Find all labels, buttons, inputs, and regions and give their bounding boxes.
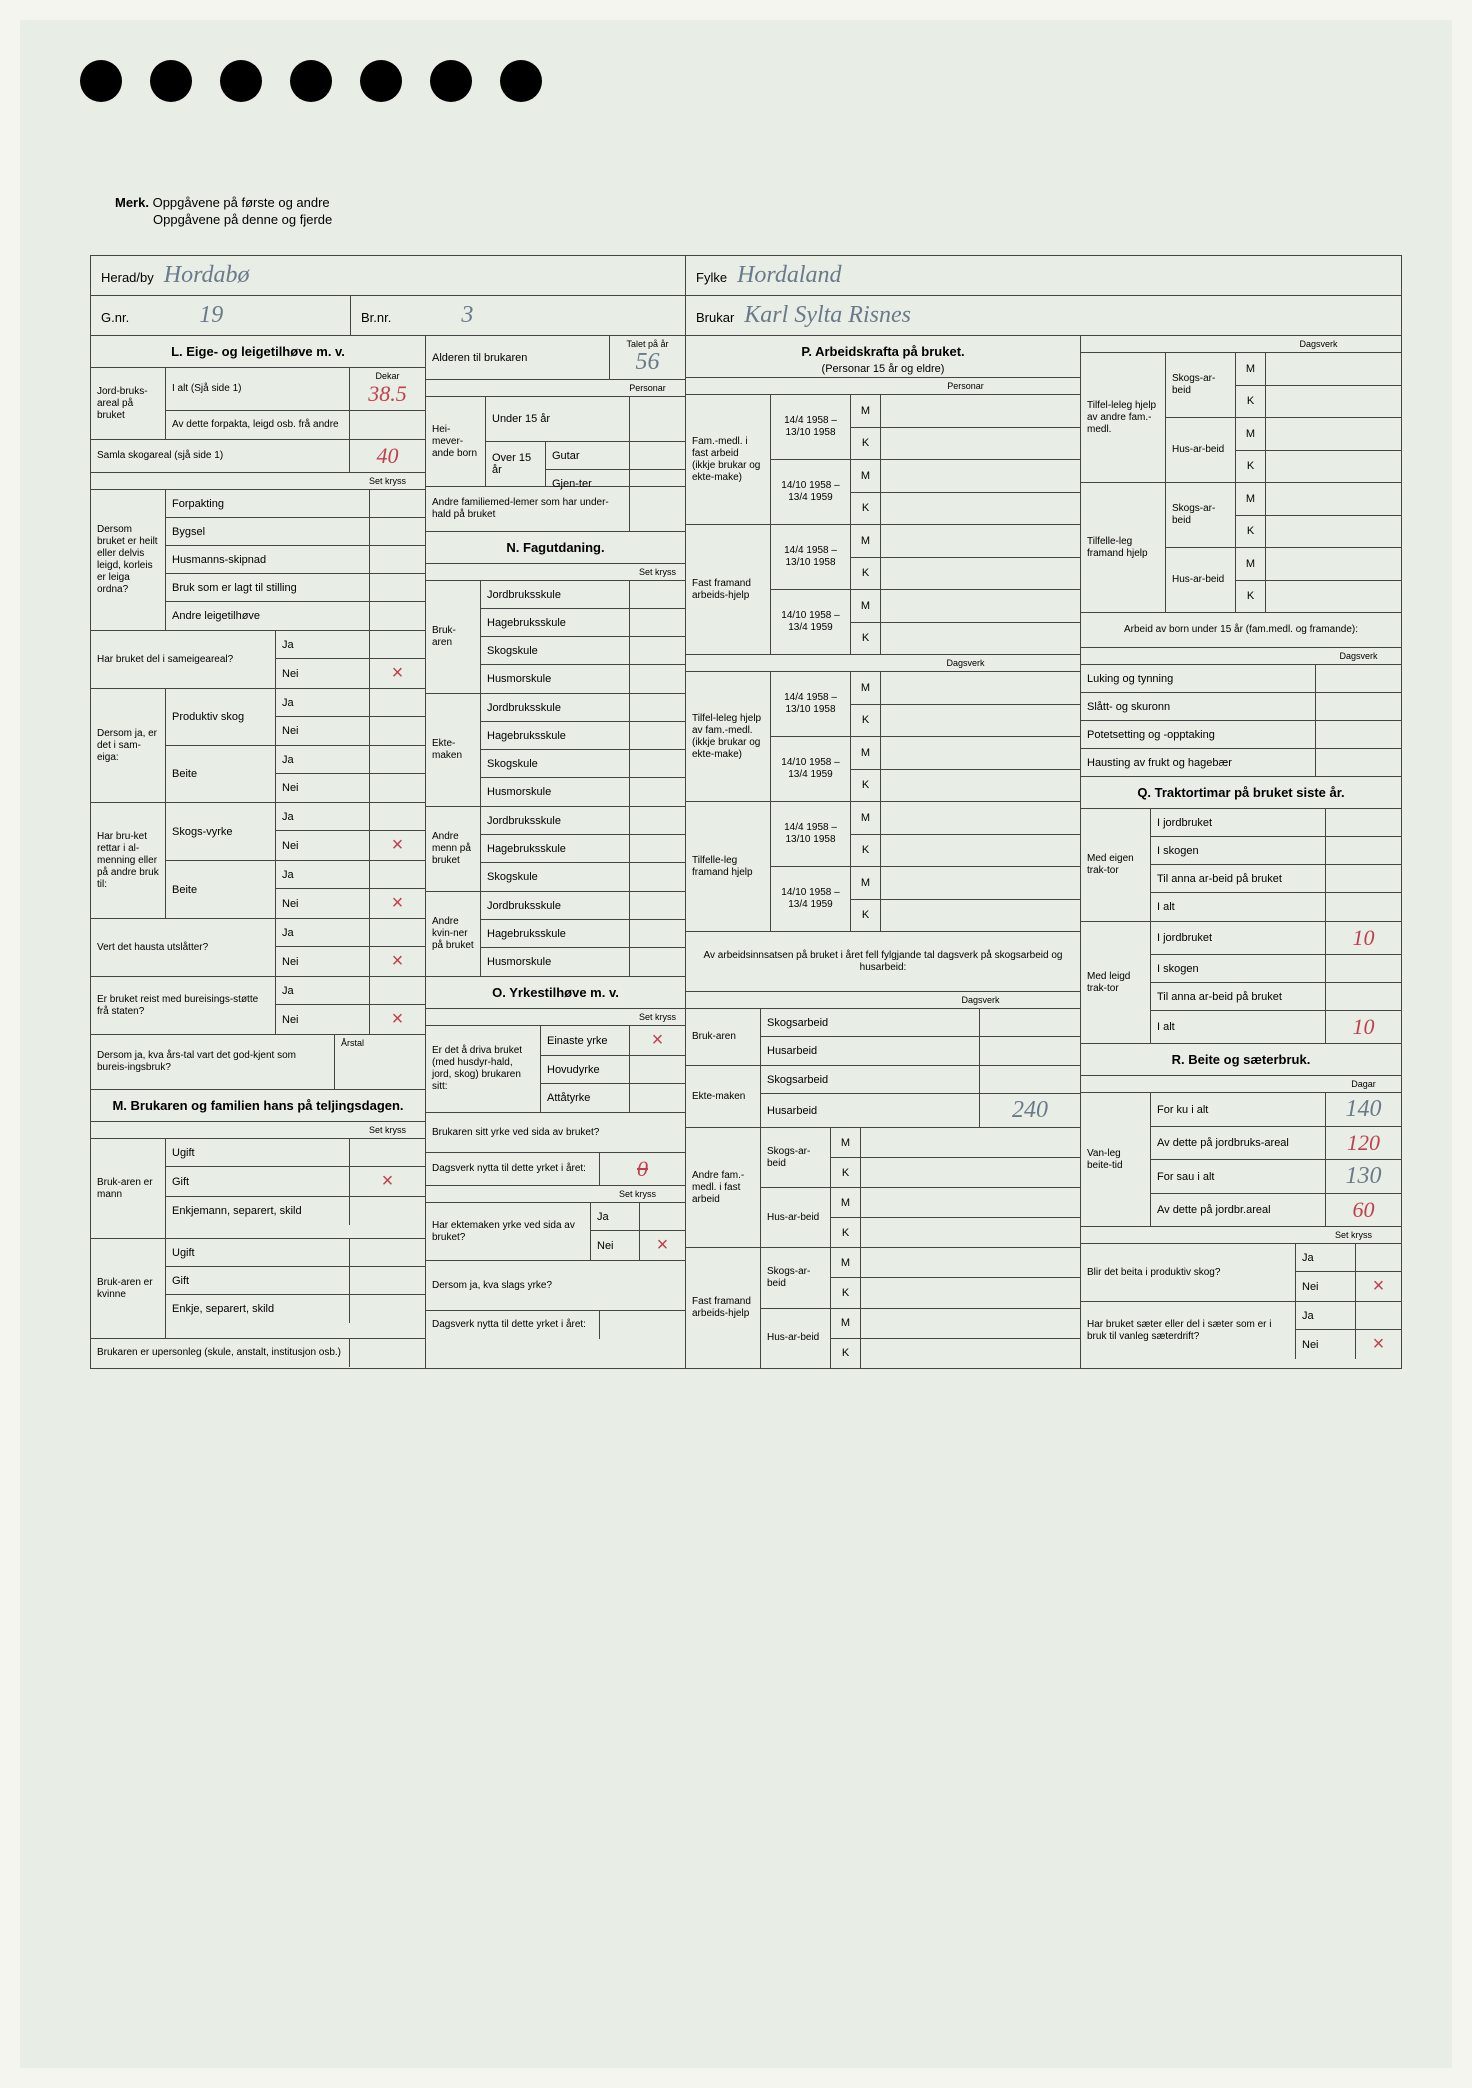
section-M-title: M. Brukaren og familien hans på teljings… — [91, 1090, 425, 1122]
fylke-value: Hordaland — [737, 262, 841, 289]
hole — [220, 60, 262, 102]
hole — [80, 60, 122, 102]
brnr-value: 3 — [461, 302, 473, 329]
dekar-label: Dekar — [375, 371, 399, 381]
dersom-label: Dersom bruket er heilt eller delvis leig… — [97, 524, 159, 596]
section-N-title: N. Fagutdaning. — [426, 532, 685, 564]
rettar-label: Har bru-ket rettar i al-menning eller på… — [97, 831, 159, 891]
form-page: Merk. Oppgåvene på første og andre Oppgå… — [20, 20, 1452, 2068]
section-P-title: P. Arbeidskrafta på bruket. — [686, 336, 1080, 361]
header-row-1: Herad/by Hordabø Fylke Hordaland — [91, 256, 1401, 296]
dersom-ja-label: Dersom ja, er det i sam-eiga: — [97, 728, 159, 764]
gnr-label: G.nr. — [101, 310, 129, 325]
fylke-label: Fylke — [696, 270, 727, 285]
uslatter-label: Vert det hausta utslåtter? — [97, 942, 208, 954]
hole — [500, 60, 542, 102]
column-2: Alderen til brukaren Talet på år 56 Pers… — [426, 336, 686, 1368]
gnr-value: 19 — [199, 302, 223, 329]
herad-label: Herad/by — [101, 270, 154, 285]
column-1: L. Eige- og leigetilhøve m. v. Jord-bruk… — [91, 336, 426, 1368]
brukar-label: Brukar — [696, 310, 734, 325]
section-R-title: R. Beite og sæterbruk. — [1081, 1044, 1401, 1076]
section-Q-title: Q. Traktortimar på bruket siste år. — [1081, 777, 1401, 809]
hole — [150, 60, 192, 102]
brukar-value: Karl Sylta Risnes — [744, 302, 911, 329]
dersom-ja2: Dersom ja, kva års-tal vart det god-kjen… — [97, 1050, 328, 1074]
section-O-title: O. Yrkestilhøve m. v. — [426, 977, 685, 1009]
hole — [360, 60, 402, 102]
column-3: P. Arbeidskrafta på bruket. (Personar 15… — [686, 336, 1081, 1368]
brnr-label: Br.nr. — [361, 310, 391, 325]
merk-label: Merk. Oppgåvene på første og andre — [115, 195, 330, 210]
skog-value: 40 — [377, 443, 399, 469]
form: Herad/by Hordabø Fylke Hordaland G.nr. 1… — [90, 255, 1402, 1369]
set-kryss: Set kryss — [350, 473, 425, 489]
main-columns: L. Eige- og leigetilhøve m. v. Jord-bruk… — [91, 336, 1401, 1368]
section-L-title: L. Eige- og leigetilhøve m. v. — [91, 336, 425, 368]
herad-value: Hordabø — [164, 262, 250, 289]
punch-holes — [80, 60, 542, 102]
jordbruks-label: Jord-bruks-areal på bruket — [97, 386, 159, 422]
av-dette-label: Av dette forpakta, leigd osb. frå andre — [172, 419, 339, 431]
hole — [290, 60, 332, 102]
ialt-value: 38.5 — [368, 381, 407, 407]
skog-label: Samla skogareal (sjå side 1) — [97, 450, 223, 462]
bureising-label: Er bruket reist med bureisings-støtte fr… — [97, 994, 269, 1018]
hole — [430, 60, 472, 102]
merk-sub: Oppgåvene på denne og fjerde — [153, 212, 332, 227]
header-row-2: G.nr. 19 Br.nr. 3 Brukar Karl Sylta Risn… — [91, 296, 1401, 336]
column-4: Dagsverk Tilfel-leleg hjelp av andre fam… — [1081, 336, 1401, 1368]
sameige-label: Har bruket del i sameigeareal? — [97, 654, 233, 666]
ialt-label: I alt (Sjå side 1) — [172, 383, 241, 395]
